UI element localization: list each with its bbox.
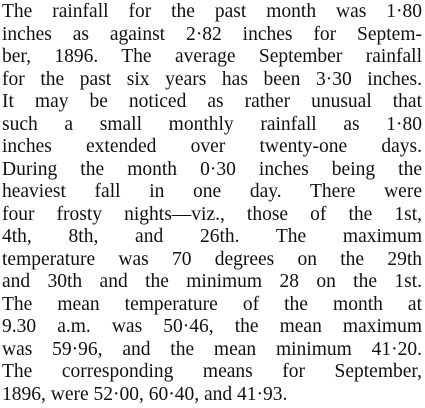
text-line: The rainfall for the past month was 1·80 (2, 1, 422, 22)
text-line: and 30th and the minimum 28 on the 1st. (2, 271, 422, 292)
text-line: It may be noticed as rather unusual that (2, 91, 422, 112)
text-line: During the month 0·30 inches being the (2, 158, 422, 180)
text-line: was 59·96, and the mean minimum 41·20. (2, 338, 422, 360)
text-line: ber, 1896. The average September rainfal… (2, 46, 422, 67)
text-line: The mean temperature of the month at (2, 293, 422, 315)
text-line: The corresponding means for September, (2, 361, 422, 382)
text-line: inches as against 2·82 inches for Septem… (2, 23, 422, 45)
text-line: temperature was 70 degrees on the 29th (2, 248, 422, 270)
text-line: 1896, were 52·00, 60·40, and 41·93. (2, 383, 288, 405)
text-line: heaviest fall in one day. There were (2, 181, 422, 202)
text-line: 9.30 a.m. was 50·46, the mean maximum (2, 316, 422, 337)
text-line: inches extended over twenty-one days. (2, 136, 422, 157)
text-line: for the past six years has been 3·30 inc… (2, 68, 422, 90)
text-line: four frosty nights—viz., those of the 1s… (2, 203, 422, 225)
text-line: such a small monthly rainfall as 1·80 (2, 113, 422, 135)
text-line: 4th, 8th, and 26th. The maximum (2, 226, 422, 247)
